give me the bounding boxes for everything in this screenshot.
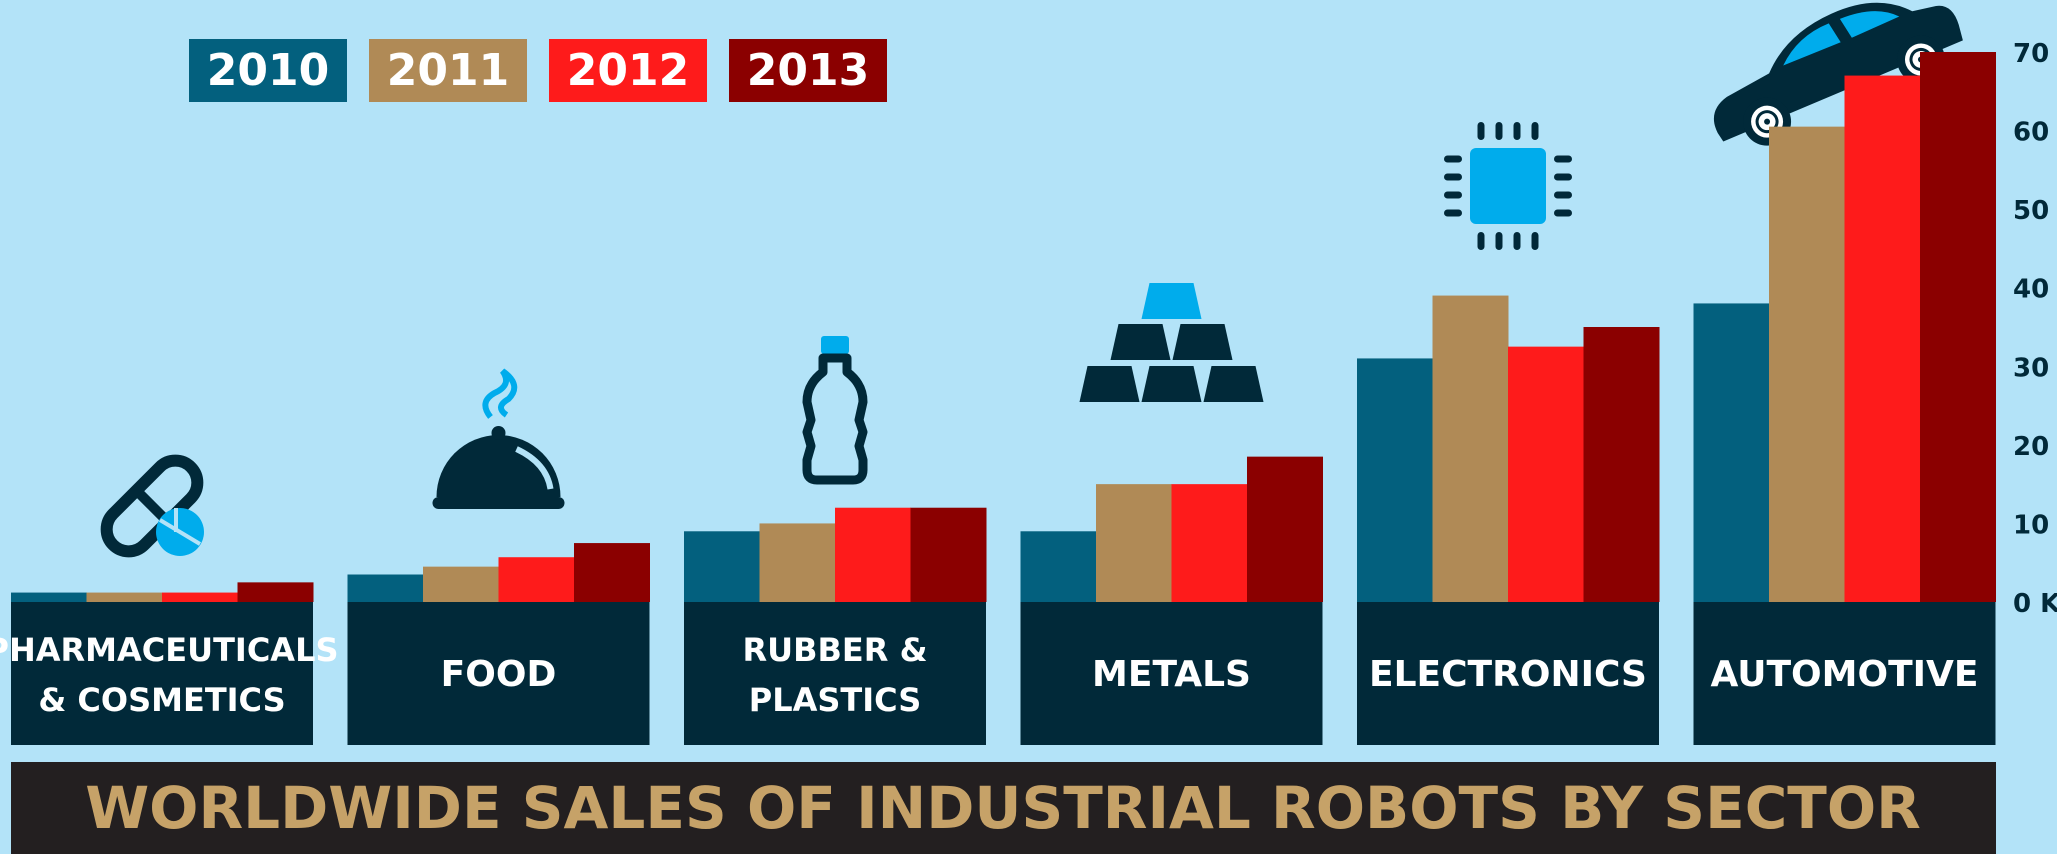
legend-item-2012: 2012 xyxy=(549,39,707,102)
y-tick-label: 30 K xyxy=(2013,353,2057,383)
bar-electronics-2013 xyxy=(1583,327,1660,602)
legend-swatch xyxy=(549,39,707,102)
category-label-automotive: AUTOMOTIVE xyxy=(1711,654,1979,695)
category-box-rubber-plastics xyxy=(684,602,986,745)
legend-swatch xyxy=(729,39,887,102)
category-label-rubber-plastics: PLASTICS xyxy=(749,681,922,719)
bar-electronics-2011 xyxy=(1432,295,1509,602)
sector-icons xyxy=(100,2,1963,558)
bar-automotive-2010 xyxy=(1693,303,1770,602)
bar-automotive-2012 xyxy=(1844,75,1921,603)
bottle-icon xyxy=(802,336,868,485)
category-label-food: FOOD xyxy=(441,654,557,695)
category-box-food xyxy=(347,602,650,745)
title-background xyxy=(11,762,1996,854)
bar-pharmaceuticals-cosmetics-2012 xyxy=(162,592,238,602)
legend-item-2010: 2010 xyxy=(189,39,347,102)
pill-tablet-icon xyxy=(156,508,204,556)
legend-label: 2011 xyxy=(387,45,509,96)
bar-metals-2013 xyxy=(1247,456,1323,602)
chart-title: WORLDWIDE SALES OF INDUSTRIAL ROBOTS BY … xyxy=(85,774,1921,842)
y-tick-label: 40 K xyxy=(2013,275,2057,305)
category-label-pharmaceuticals-cosmetics: PHARMACEUTICALS xyxy=(0,631,339,669)
microchip-icon xyxy=(1444,122,1572,250)
category-box-pharmaceuticals-cosmetics xyxy=(11,602,313,745)
bars xyxy=(11,52,1996,603)
bar-electronics-2012 xyxy=(1508,346,1584,602)
category-box-electronics xyxy=(1357,602,1659,745)
bar-rubber-plastics-2013 xyxy=(910,507,987,602)
y-tick-label: 70 K xyxy=(2013,39,2057,69)
bar-electronics-2010 xyxy=(1357,358,1433,602)
legend-label: 2010 xyxy=(207,45,329,96)
legend-swatch xyxy=(369,39,527,102)
bar-pharmaceuticals-cosmetics-2010 xyxy=(11,592,87,602)
steam-icon xyxy=(482,368,518,419)
legend-label: 2013 xyxy=(747,45,869,96)
legend-item-2011: 2011 xyxy=(369,39,527,102)
title-bar: WORLDWIDE SALES OF INDUSTRIAL ROBOTS BY … xyxy=(11,762,1996,854)
bar-rubber-plastics-2010 xyxy=(684,531,760,602)
y-tick-label: 0 K xyxy=(2013,589,2057,619)
category-labels: PHARMACEUTICALS & COSMETICS FOOD RUBBER & PL… xyxy=(0,602,1996,745)
category-label-pharmaceuticals-cosmetics: & COSMETICS xyxy=(38,681,285,719)
category-label-metals: METALS xyxy=(1092,654,1251,695)
bar-pharmaceuticals-cosmetics-2013 xyxy=(237,582,314,602)
y-tick-label: 20 K xyxy=(2013,432,2057,462)
category-label-rubber-plastics: RUBBER & xyxy=(743,631,928,669)
legend-item-2013: 2013 xyxy=(729,39,887,102)
legend: 2010 2011 2012 2013 xyxy=(189,39,887,102)
y-axis: 0 K 10 K 20 K 30 K 40 K 50 K 60 K 70 K xyxy=(2013,39,2057,619)
category-box-metals xyxy=(1020,602,1323,745)
bar-pharmaceuticals-cosmetics-2011 xyxy=(86,592,163,602)
bar-food-2013 xyxy=(574,543,650,602)
bar-rubber-plastics-2012 xyxy=(835,507,911,602)
bar-rubber-plastics-2011 xyxy=(759,523,836,602)
bar-automotive-2011 xyxy=(1769,126,1845,603)
bar-food-2011 xyxy=(423,566,499,602)
y-tick-label: 60 K xyxy=(2013,118,2057,148)
bar-food-2010 xyxy=(347,574,424,602)
metal-bars-icon xyxy=(1079,283,1264,402)
y-tick-label: 10 K xyxy=(2013,510,2057,540)
bar-metals-2010 xyxy=(1020,531,1097,602)
bar-metals-2011 xyxy=(1096,484,1172,602)
bar-automotive-2013 xyxy=(1920,52,1996,602)
bar-metals-2012 xyxy=(1171,484,1248,602)
legend-swatch xyxy=(189,39,347,102)
y-tick-label: 50 K xyxy=(2013,196,2057,226)
legend-label: 2012 xyxy=(567,45,689,96)
category-box-automotive xyxy=(1693,602,1996,745)
food-cloche-icon xyxy=(432,368,565,509)
category-label-electronics: ELECTRONICS xyxy=(1369,654,1647,695)
bar-food-2012 xyxy=(498,557,575,602)
